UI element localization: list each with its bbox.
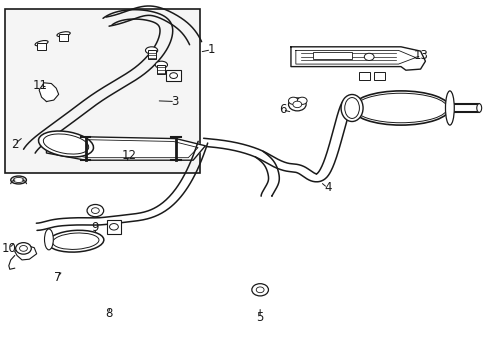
Ellipse shape — [53, 233, 99, 249]
Text: 2: 2 — [11, 138, 19, 150]
Ellipse shape — [145, 47, 157, 54]
Bar — [5, 9, 200, 173]
Ellipse shape — [48, 230, 103, 252]
Ellipse shape — [39, 131, 93, 157]
Ellipse shape — [57, 32, 70, 37]
Polygon shape — [46, 137, 205, 160]
Bar — [106, 220, 121, 234]
Polygon shape — [290, 47, 425, 70]
Ellipse shape — [11, 176, 26, 184]
Polygon shape — [15, 246, 37, 260]
Text: 6: 6 — [278, 103, 286, 116]
Polygon shape — [39, 83, 59, 102]
Text: 7: 7 — [54, 271, 61, 284]
Text: 3: 3 — [171, 95, 179, 108]
Ellipse shape — [476, 104, 481, 112]
Text: 11: 11 — [33, 79, 47, 92]
Ellipse shape — [340, 94, 362, 122]
Circle shape — [288, 97, 298, 104]
Circle shape — [364, 53, 373, 60]
Ellipse shape — [354, 93, 447, 123]
Ellipse shape — [44, 229, 53, 250]
Circle shape — [109, 224, 118, 230]
Ellipse shape — [445, 91, 453, 125]
Bar — [147, 50, 155, 59]
Ellipse shape — [351, 91, 449, 125]
Text: 10: 10 — [1, 242, 16, 255]
Bar — [59, 34, 68, 41]
Ellipse shape — [43, 134, 88, 154]
Bar — [37, 43, 46, 50]
Ellipse shape — [13, 177, 24, 183]
Circle shape — [169, 73, 177, 78]
Bar — [157, 65, 165, 74]
Circle shape — [251, 284, 268, 296]
Text: 1: 1 — [207, 43, 215, 56]
Circle shape — [256, 287, 264, 293]
Text: 12: 12 — [122, 149, 137, 162]
Text: 9: 9 — [91, 221, 99, 234]
Circle shape — [16, 243, 31, 254]
Ellipse shape — [35, 41, 48, 46]
Bar — [166, 70, 181, 81]
Text: 4: 4 — [323, 181, 331, 194]
Circle shape — [20, 246, 27, 251]
Text: 8: 8 — [104, 307, 112, 320]
Text: 13: 13 — [413, 49, 428, 62]
Circle shape — [288, 98, 305, 111]
Circle shape — [91, 208, 99, 213]
Bar — [312, 52, 351, 59]
Bar — [373, 72, 384, 80]
Ellipse shape — [155, 61, 167, 68]
Circle shape — [87, 204, 103, 217]
Circle shape — [297, 97, 306, 104]
Circle shape — [292, 101, 301, 108]
Text: 5: 5 — [256, 311, 264, 324]
Bar — [359, 72, 369, 80]
Ellipse shape — [344, 98, 359, 118]
